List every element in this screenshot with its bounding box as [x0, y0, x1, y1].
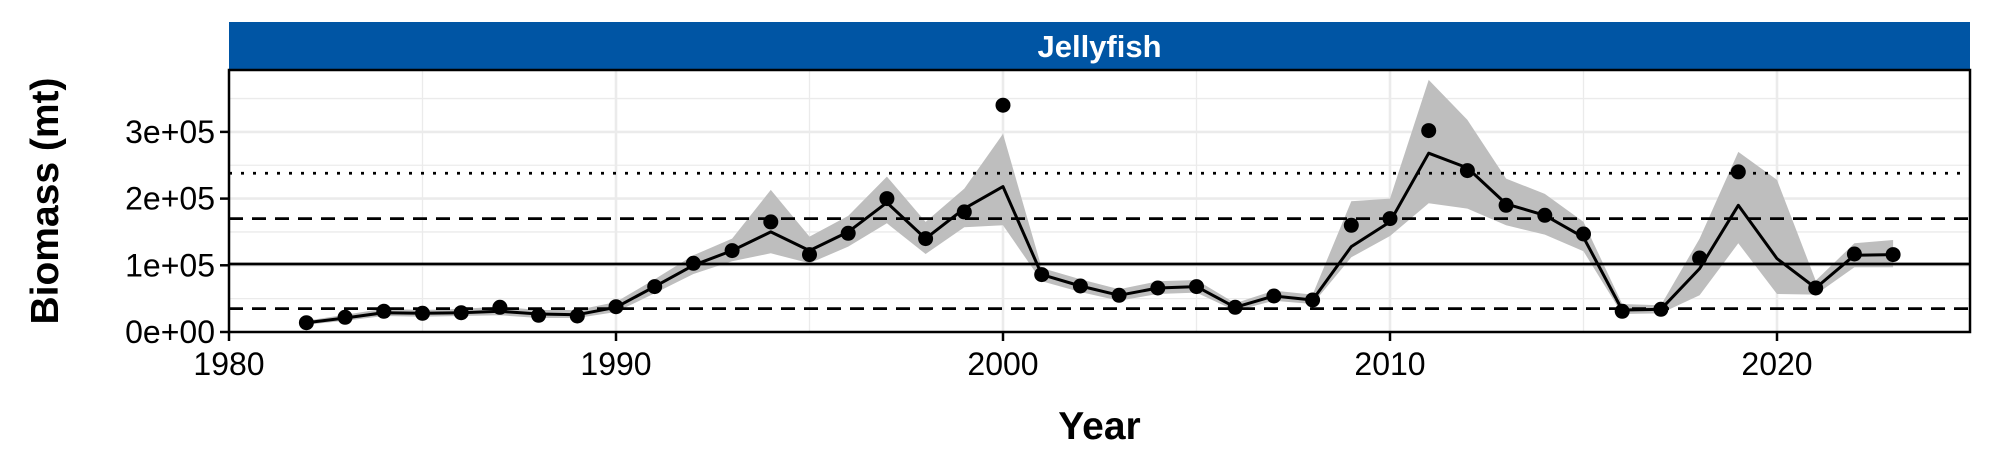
data-point	[1537, 207, 1553, 223]
data-point	[1459, 163, 1475, 179]
data-point	[1111, 287, 1127, 303]
data-point	[415, 305, 430, 321]
data-point	[724, 243, 740, 259]
data-point	[1808, 280, 1824, 296]
observed-points	[298, 97, 1901, 331]
data-point	[1072, 278, 1088, 294]
data-point	[1189, 279, 1204, 295]
y-axis-title: Biomass (mt)	[24, 77, 67, 324]
data-point	[1498, 197, 1514, 213]
data-point	[492, 299, 508, 315]
data-point	[1266, 288, 1282, 304]
plot-border	[227, 68, 1972, 334]
data-point	[647, 279, 663, 295]
data-point	[1343, 217, 1359, 233]
data-point	[995, 97, 1011, 113]
data-point	[569, 308, 585, 324]
x-tick-label: 1980	[193, 346, 264, 382]
data-point	[1305, 292, 1321, 308]
data-point	[1227, 299, 1243, 315]
x-tick-label: 2020	[1741, 346, 1812, 382]
data-point	[802, 247, 817, 263]
facet-label: Jellyfish	[1037, 29, 1161, 64]
data-point	[453, 305, 469, 321]
data-point	[1885, 247, 1901, 263]
data-point	[685, 255, 701, 271]
data-point	[531, 307, 547, 323]
data-point	[763, 214, 779, 230]
x-axis-title: Year	[1058, 405, 1140, 448]
y-tick-label: 0e+00	[125, 314, 215, 350]
x-tick-label: 2010	[1354, 346, 1425, 382]
data-point	[1653, 301, 1669, 317]
data-point	[918, 231, 934, 247]
y-tick-label: 3e+05	[125, 114, 215, 150]
data-point	[1421, 123, 1437, 139]
y-axis: 0e+00 1e+05 2e+05 3e+05	[125, 114, 229, 350]
data-point	[298, 315, 314, 331]
y-tick-label: 2e+05	[125, 181, 215, 217]
data-point	[1614, 303, 1630, 319]
data-point	[1150, 280, 1166, 296]
data-point	[1576, 226, 1591, 242]
data-point	[879, 191, 895, 207]
data-point	[1034, 267, 1050, 283]
y-tick-label: 1e+05	[125, 247, 215, 283]
data-point	[840, 225, 856, 241]
x-tick-label: 2000	[967, 346, 1038, 382]
data-point	[376, 303, 392, 319]
data-point	[1730, 164, 1746, 180]
reference-lines	[229, 171, 1970, 311]
data-point	[608, 299, 624, 315]
data-point	[1382, 211, 1398, 227]
facet-strip	[229, 22, 1970, 70]
data-point	[1692, 250, 1708, 266]
data-point	[956, 204, 972, 220]
x-tick-label: 1990	[580, 346, 651, 382]
x-axis: 1980 1990 2000 2010 2020	[193, 332, 1813, 382]
data-point	[337, 309, 353, 325]
data-point	[1846, 246, 1862, 262]
